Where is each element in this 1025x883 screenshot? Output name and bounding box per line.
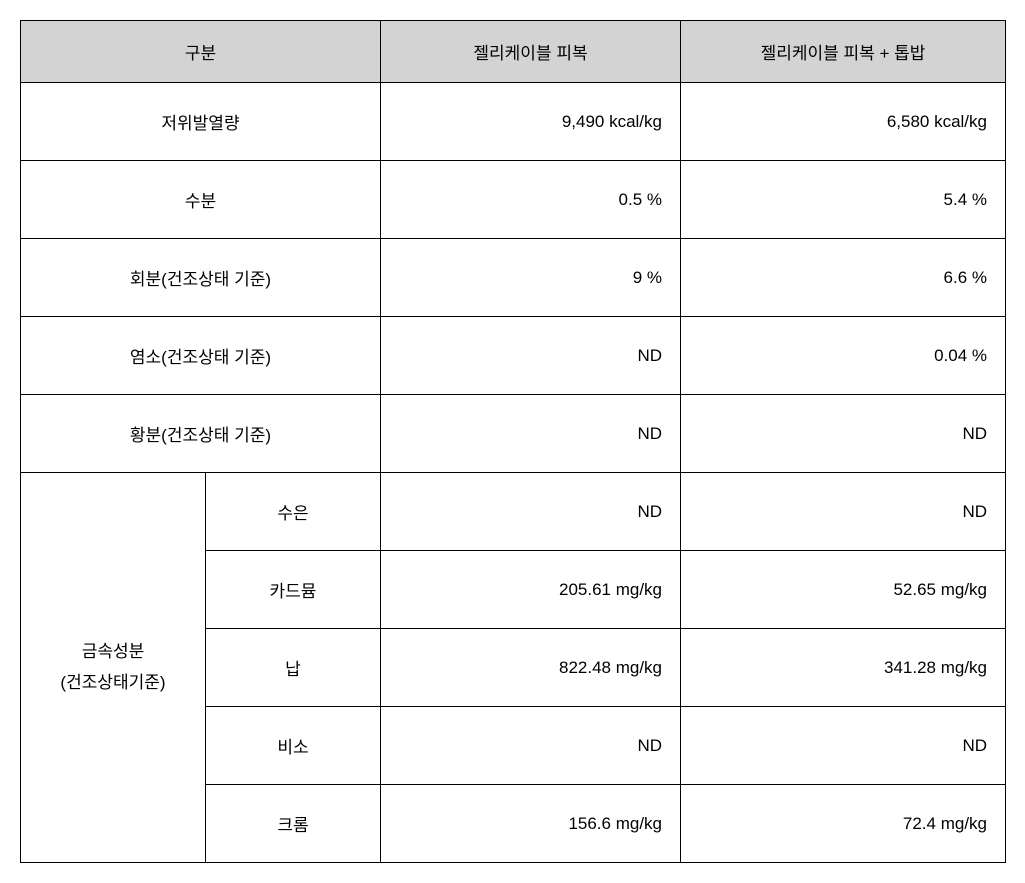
metals-group-label-line1: 금속성분 <box>82 642 145 661</box>
metals-group-label: 금속성분 (건조상태기준) <box>21 473 206 863</box>
table-row: 수분 0.5 % 5.4 % <box>21 161 1006 239</box>
row-val2-sulfur: ND <box>681 395 1006 473</box>
table-row: 염소(건조상태 기준) ND 0.04 % <box>21 317 1006 395</box>
data-table: 구분 젤리케이블 피복 젤리케이블 피복 + 톱밥 저위발열량 9,490 kc… <box>20 20 1006 863</box>
row-val1-chromium: 156.6 mg/kg <box>381 785 681 863</box>
header-col2: 젤리케이블 피복 + 톱밥 <box>681 21 1006 83</box>
table-row: 황분(건조상태 기준) ND ND <box>21 395 1006 473</box>
row-val2-ash: 6.6 % <box>681 239 1006 317</box>
row-label-chromium: 크롬 <box>206 785 381 863</box>
row-label-cadmium: 카드뮴 <box>206 551 381 629</box>
row-label-moisture: 수분 <box>21 161 381 239</box>
row-val2-chromium: 72.4 mg/kg <box>681 785 1006 863</box>
row-val1-calorific: 9,490 kcal/kg <box>381 83 681 161</box>
row-val1-arsenic: ND <box>381 707 681 785</box>
table-row: 회분(건조상태 기준) 9 % 6.6 % <box>21 239 1006 317</box>
row-val2-arsenic: ND <box>681 707 1006 785</box>
row-label-sulfur: 황분(건조상태 기준) <box>21 395 381 473</box>
header-col1: 젤리케이블 피복 <box>381 21 681 83</box>
row-val1-ash: 9 % <box>381 239 681 317</box>
metals-group-label-line2: (건조상태기준) <box>60 673 165 692</box>
row-label-calorific: 저위발열량 <box>21 83 381 161</box>
table-row: 금속성분 (건조상태기준) 수은 ND ND <box>21 473 1006 551</box>
row-val1-chlorine: ND <box>381 317 681 395</box>
row-label-ash: 회분(건조상태 기준) <box>21 239 381 317</box>
row-val2-chlorine: 0.04 % <box>681 317 1006 395</box>
row-val2-lead: 341.28 mg/kg <box>681 629 1006 707</box>
row-val1-mercury: ND <box>381 473 681 551</box>
row-val2-moisture: 5.4 % <box>681 161 1006 239</box>
row-label-mercury: 수은 <box>206 473 381 551</box>
row-label-arsenic: 비소 <box>206 707 381 785</box>
row-val1-sulfur: ND <box>381 395 681 473</box>
row-label-chlorine: 염소(건조상태 기준) <box>21 317 381 395</box>
row-val2-mercury: ND <box>681 473 1006 551</box>
header-row: 구분 젤리케이블 피복 젤리케이블 피복 + 톱밥 <box>21 21 1006 83</box>
row-val2-calorific: 6,580 kcal/kg <box>681 83 1006 161</box>
table-row: 저위발열량 9,490 kcal/kg 6,580 kcal/kg <box>21 83 1006 161</box>
row-label-lead: 납 <box>206 629 381 707</box>
row-val1-lead: 822.48 mg/kg <box>381 629 681 707</box>
row-val1-cadmium: 205.61 mg/kg <box>381 551 681 629</box>
header-category: 구분 <box>21 21 381 83</box>
row-val1-moisture: 0.5 % <box>381 161 681 239</box>
row-val2-cadmium: 52.65 mg/kg <box>681 551 1006 629</box>
